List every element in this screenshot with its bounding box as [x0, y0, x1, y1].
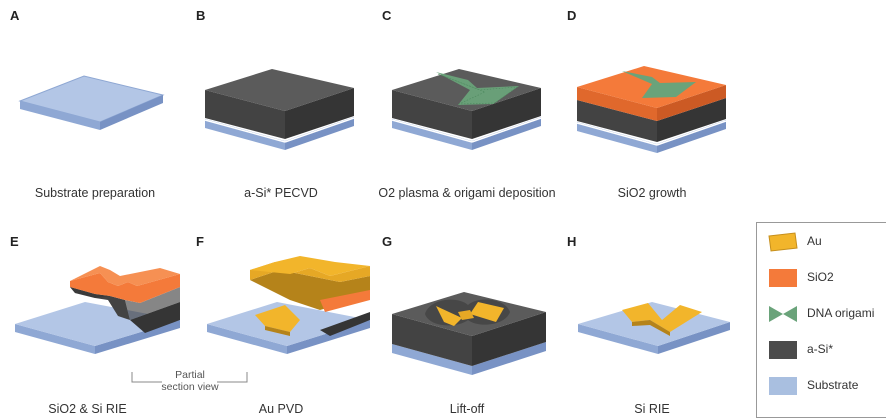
legend-item-sio2: SiO2	[757, 263, 886, 293]
caption-a: Substrate preparation	[34, 186, 156, 200]
panel-d-sio2-block	[576, 66, 727, 153]
panel-c-origami-block	[391, 69, 542, 150]
caption-c: O2 plasma & origami deposition	[378, 186, 556, 200]
panel-letter-e: E	[10, 234, 19, 249]
caption-g: Lift-off	[449, 402, 485, 416]
caption-e: SiO2 & Si RIE	[48, 402, 127, 416]
caption-d: SiO2 growth	[617, 186, 687, 200]
panel-h-final-block	[578, 302, 730, 354]
legend-item-au: Au	[757, 227, 886, 257]
legend-label-sio2: SiO2	[807, 270, 834, 284]
panel-letter-h: H	[567, 234, 577, 249]
legend-label-asi: a-Si*	[807, 342, 834, 356]
substrate-swatch-icon	[769, 377, 797, 395]
legend-item-substrate: Substrate	[757, 371, 886, 401]
panel-letter-a: A	[10, 8, 20, 23]
panel-f-au-block	[207, 256, 370, 354]
partial-section-note: Partial section view	[161, 369, 219, 393]
panel-letter-g: G	[382, 234, 393, 249]
panel-letter-d: D	[567, 8, 577, 23]
legend-label-au: Au	[807, 234, 822, 248]
panel-g-liftoff-block	[392, 292, 546, 375]
dna-origami-swatch-icon	[769, 306, 797, 322]
caption-h: Si RIE	[634, 402, 670, 416]
legend-item-dna-origami: DNA origami	[757, 299, 886, 329]
caption-f: Au PVD	[258, 402, 304, 416]
asi-swatch-icon	[769, 341, 797, 359]
legend-item-asi: a-Si*	[757, 335, 886, 365]
panel-b-asi-block	[204, 69, 355, 150]
sio2-swatch-icon	[769, 269, 797, 287]
legend-label-dna-origami: DNA origami	[807, 306, 875, 320]
caption-b: a-Si* PECVD	[244, 186, 318, 200]
material-legend: Au SiO2 DNA origami a-Si* Substrate	[756, 222, 886, 418]
legend-label-substrate: Substrate	[807, 378, 859, 392]
panel-a-substrate	[18, 75, 165, 130]
panel-letter-f: F	[196, 234, 204, 249]
partial-section-bracket	[131, 372, 248, 383]
panel-letter-c: C	[382, 8, 392, 23]
panel-letter-b: B	[196, 8, 206, 23]
au-swatch-icon	[768, 232, 798, 252]
panel-e-rie-block	[15, 266, 180, 354]
